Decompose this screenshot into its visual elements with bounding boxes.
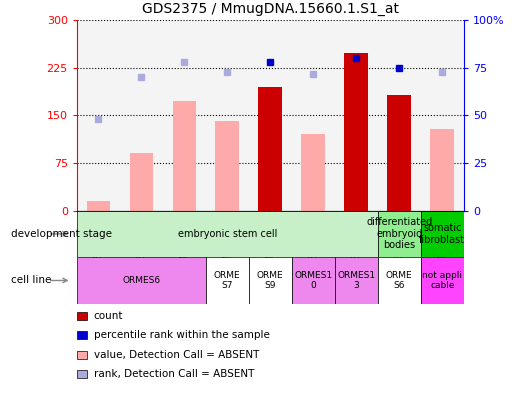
Bar xyxy=(335,257,378,304)
Bar xyxy=(77,370,87,378)
Bar xyxy=(421,257,464,304)
Bar xyxy=(206,20,249,211)
Bar xyxy=(378,257,421,304)
Bar xyxy=(249,20,292,211)
Bar xyxy=(129,153,153,211)
Bar xyxy=(335,20,378,211)
Text: ORMES6: ORMES6 xyxy=(122,276,161,285)
Bar xyxy=(216,121,239,211)
Text: cell line: cell line xyxy=(11,275,51,286)
Bar xyxy=(77,257,206,304)
Text: ORMES1
0: ORMES1 0 xyxy=(294,271,332,290)
Bar xyxy=(421,20,464,211)
Text: percentile rank within the sample: percentile rank within the sample xyxy=(94,330,270,340)
Text: somatic
fibroblast: somatic fibroblast xyxy=(419,223,465,245)
Text: value, Detection Call = ABSENT: value, Detection Call = ABSENT xyxy=(94,350,259,360)
Bar xyxy=(206,257,249,304)
Bar xyxy=(77,351,87,359)
Bar xyxy=(292,20,335,211)
Bar xyxy=(292,257,335,304)
Bar xyxy=(259,87,282,211)
Text: development stage: development stage xyxy=(11,229,112,239)
Bar xyxy=(378,20,421,211)
Bar xyxy=(378,211,421,257)
Bar xyxy=(249,257,292,304)
Text: ORME
S9: ORME S9 xyxy=(257,271,284,290)
Bar xyxy=(120,20,163,211)
Bar xyxy=(77,211,378,257)
Text: rank, Detection Call = ABSENT: rank, Detection Call = ABSENT xyxy=(94,369,254,379)
Bar xyxy=(77,331,87,339)
Text: differentiated
embryoid
bodies: differentiated embryoid bodies xyxy=(366,217,432,250)
Bar xyxy=(430,129,454,211)
Bar xyxy=(421,211,464,257)
Text: not appli
cable: not appli cable xyxy=(422,271,462,290)
Bar xyxy=(172,102,196,211)
Text: count: count xyxy=(94,311,123,321)
Text: ORME
S7: ORME S7 xyxy=(214,271,241,290)
Bar xyxy=(302,134,325,211)
Text: ORMES1
3: ORMES1 3 xyxy=(337,271,375,290)
Text: embryonic stem cell: embryonic stem cell xyxy=(178,229,277,239)
Bar xyxy=(344,53,368,211)
Bar xyxy=(86,201,110,211)
Text: ORME
S6: ORME S6 xyxy=(386,271,412,290)
Bar xyxy=(77,312,87,320)
Bar xyxy=(387,95,411,211)
Bar xyxy=(77,20,120,211)
Title: GDS2375 / MmugDNA.15660.1.S1_at: GDS2375 / MmugDNA.15660.1.S1_at xyxy=(142,2,399,17)
Bar xyxy=(163,20,206,211)
